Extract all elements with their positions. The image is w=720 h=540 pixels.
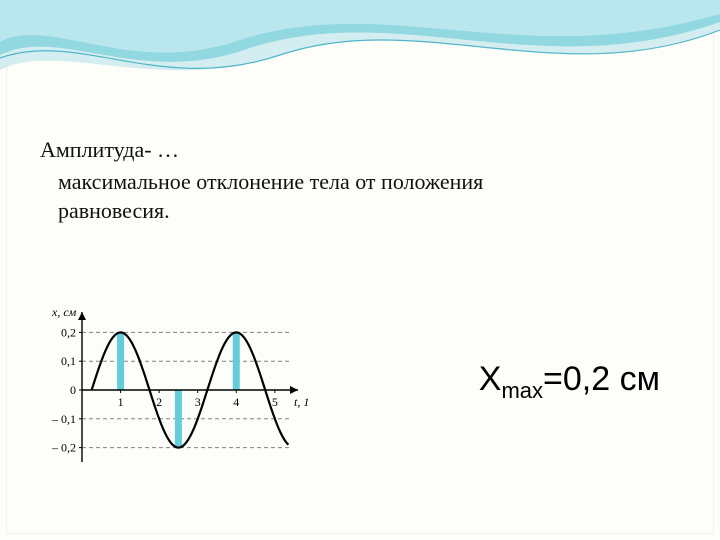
oscillation-chart: – 0,2 – 0,1 0 0,1 0,2 1 2 3 4 5 x, см t, 10-2 с — [28, 300, 308, 490]
content-block: Амплитуда- … максимальное отклонение тел… — [40, 135, 680, 226]
x-tick-label: 1 — [118, 395, 124, 409]
y-axis-arrow — [78, 312, 86, 320]
formula-rhs: =0,2 см — [543, 360, 660, 398]
formula-var: X — [479, 360, 502, 398]
formula-sub: max — [501, 378, 543, 403]
y-tick-label: 0,2 — [61, 325, 76, 339]
slide: Амплитуда- … максимальное отклонение тел… — [0, 0, 720, 540]
amplitude-formula: Xmax=0,2 см — [479, 360, 660, 404]
title-text: Амплитуда- … — [40, 135, 680, 165]
y-tick-label: – 0,1 — [51, 412, 76, 426]
x-tick-label: 2 — [156, 395, 162, 409]
x-axis-arrow — [290, 386, 298, 394]
y-tick-label: – 0,2 — [51, 441, 76, 455]
x-tick-label: 5 — [272, 395, 278, 409]
x-tick-label: 3 — [195, 395, 201, 409]
x-tick-label: 4 — [233, 395, 239, 409]
wave-decoration — [0, 0, 720, 120]
y-tick-label: 0,1 — [61, 354, 76, 368]
y-tick-label: 0 — [70, 383, 76, 397]
x-axis-label: t, 10-2 с — [294, 394, 308, 409]
definition-line-2: равновесия. — [40, 196, 680, 226]
y-axis-label: x, см — [51, 305, 77, 319]
definition-line-1: максимальное отклонение тела от положени… — [40, 167, 680, 197]
